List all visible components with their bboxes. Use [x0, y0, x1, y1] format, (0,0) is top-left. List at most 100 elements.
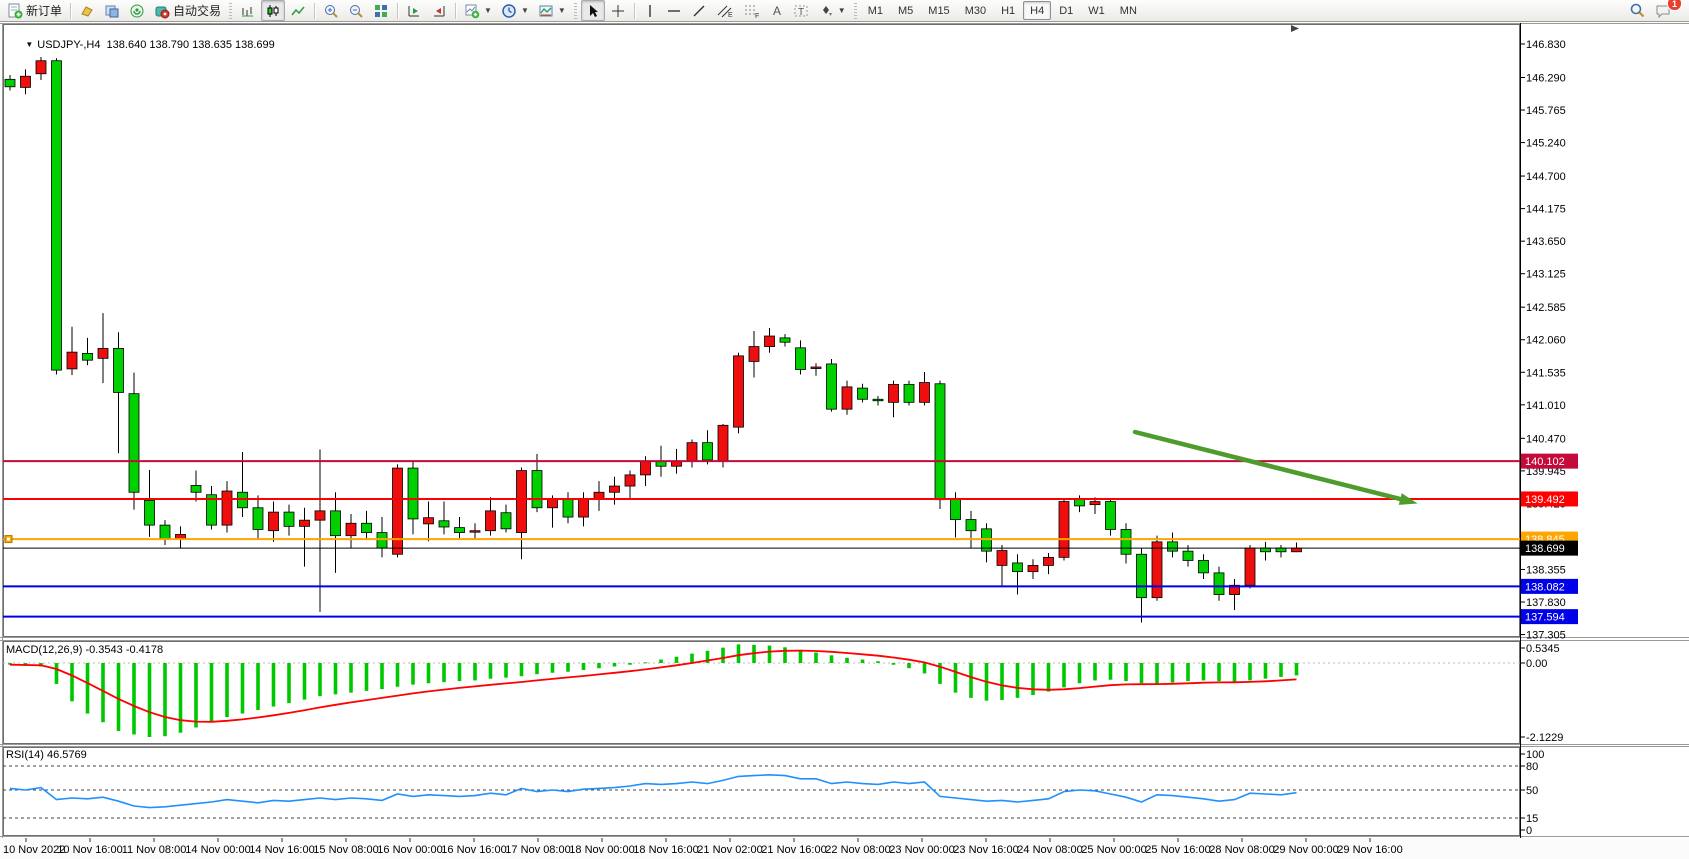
new-chart-icon — [465, 4, 480, 18]
vertical-line-icon — [649, 4, 651, 17]
horizontal-line-icon — [667, 9, 680, 12]
tab-timeframe-h4[interactable]: H4 — [1023, 1, 1052, 20]
svg-text:145.240: 145.240 — [1526, 138, 1566, 150]
svg-text:10 Nov 16:00: 10 Nov 16:00 — [57, 844, 122, 856]
tab-timeframe-m1[interactable]: M1 — [867, 4, 883, 17]
text-button[interactable]: A — [766, 0, 788, 21]
new-order-label: 新订单 — [26, 4, 63, 18]
svg-text:137.305: 137.305 — [1526, 630, 1566, 642]
periods-button[interactable]: ▼ — [497, 0, 533, 21]
svg-text:28 Nov 08:00: 28 Nov 08:00 — [1209, 844, 1274, 856]
svg-text:-2.1229: -2.1229 — [1526, 732, 1563, 744]
text-label-button[interactable]: T — [789, 0, 813, 21]
svg-text:16 Nov 16:00: 16 Nov 16:00 — [441, 844, 506, 856]
svg-text:14 Nov 00:00: 14 Nov 00:00 — [185, 844, 250, 856]
templates-button[interactable]: ▼ — [534, 0, 570, 21]
macd-pane — [3, 644, 1520, 738]
svg-text:144.700: 144.700 — [1526, 171, 1566, 183]
bar-chart-button[interactable] — [236, 0, 260, 21]
svg-text:A: A — [773, 4, 781, 18]
autotrade-icon — [155, 6, 170, 18]
svg-text:0.5345: 0.5345 — [1526, 643, 1560, 655]
tab-timeframe-w1[interactable]: W1 — [1088, 4, 1105, 17]
svg-text:146.290: 146.290 — [1526, 72, 1566, 84]
rsi-pane — [3, 765, 1520, 819]
crosshair-icon — [611, 4, 624, 17]
toolbar-separator — [455, 2, 457, 19]
zoom-in-button[interactable] — [319, 0, 343, 21]
data-window-icon — [105, 5, 119, 17]
clock-icon — [502, 3, 516, 18]
dropdown-caret: ▼ — [484, 6, 492, 15]
svg-text:25 Nov 16:00: 25 Nov 16:00 — [1145, 844, 1210, 856]
zoom-out-button[interactable] — [344, 0, 368, 21]
svg-text:80: 80 — [1526, 761, 1538, 773]
svg-text:142.585: 142.585 — [1526, 302, 1566, 314]
svg-text:29 Nov 00:00: 29 Nov 00:00 — [1273, 844, 1338, 856]
data-window-button[interactable] — [100, 0, 124, 21]
svg-text:21 Nov 02:00: 21 Nov 02:00 — [697, 844, 762, 856]
tab-timeframe-m30[interactable]: M30 — [964, 4, 987, 17]
macd-indicator-label: MACD(12,26,9) -0.3543 -0.4178 — [6, 644, 164, 656]
zoom-out-icon — [350, 4, 363, 18]
svg-text:138.699: 138.699 — [1525, 543, 1565, 555]
market-watch-button[interactable] — [75, 0, 99, 21]
tab-timeframe-h1[interactable]: H1 — [1001, 4, 1016, 17]
search-button[interactable] — [1625, 0, 1650, 21]
community-chat-button[interactable]: 1 — [1651, 0, 1682, 21]
chart-window[interactable]: 146.830 146.290 145.765 145.240 144.700 144.1… — [0, 22, 1689, 859]
new-chart-button[interactable]: ▼ — [460, 0, 496, 21]
cursor-button[interactable] — [580, 0, 605, 21]
svg-text:T: T — [798, 7, 804, 18]
svg-text:15 Nov 08:00: 15 Nov 08:00 — [313, 844, 378, 856]
shapes-icon — [822, 5, 832, 16]
horizontal-line-button[interactable] — [662, 0, 686, 21]
vertical-line-button[interactable] — [639, 0, 661, 21]
navigator-button[interactable] — [125, 0, 149, 21]
line-chart-button[interactable] — [286, 0, 310, 21]
svg-text:0: 0 — [1526, 825, 1532, 837]
cursor-icon — [589, 4, 598, 17]
svg-text:138.355: 138.355 — [1526, 564, 1566, 576]
candlestick-chart-button[interactable] — [261, 0, 286, 21]
text-label-icon: T — [794, 5, 808, 18]
channel-icon: E — [717, 5, 733, 19]
trend-arrow[interactable] — [1132, 429, 1418, 505]
channel-button[interactable]: E — [712, 0, 738, 21]
trendline-button[interactable] — [687, 0, 711, 21]
trendline-icon — [693, 5, 705, 16]
tab-timeframe-mn[interactable]: MN — [1119, 4, 1137, 17]
auto-scroll-button[interactable] — [427, 0, 451, 21]
dropdown-caret: ▼ — [520, 6, 529, 15]
macd-axis: 0.5345 0.00 -2.1229 — [1521, 643, 1563, 744]
search-icon — [1630, 3, 1645, 18]
chart-collapse-icon[interactable]: ▼ — [25, 40, 34, 49]
autotrade-button[interactable]: 自动交易 — [150, 0, 225, 21]
tile-windows-button[interactable] — [369, 0, 393, 21]
svg-text:21 Nov 16:00: 21 Nov 16:00 — [761, 844, 826, 856]
market-watch-icon — [81, 5, 93, 17]
svg-text:11 Nov 08:00: 11 Nov 08:00 — [122, 844, 187, 856]
arrows-button[interactable]: ▼ — [814, 0, 850, 21]
toolbar: 新订单 自动交易 — [0, 0, 1689, 22]
tab-timeframe-d1[interactable]: D1 — [1059, 4, 1074, 17]
autotrade-label: 自动交易 — [173, 4, 222, 18]
price-axis: 146.830 146.290 145.765 145.240 144.700 144.1… — [1521, 39, 1566, 642]
price-tags: 140.102139.492138.845138.699138.082137.5… — [1521, 453, 1578, 625]
tab-timeframe-m15[interactable]: M15 — [928, 4, 950, 17]
tab-timeframe-m5[interactable]: M5 — [898, 4, 914, 17]
auto-scroll-icon — [434, 5, 445, 16]
chart-svg[interactable]: 146.830 146.290 145.765 145.240 144.700 144.1… — [0, 22, 1689, 859]
notification-badge: 1 — [1667, 0, 1682, 11]
svg-text:18 Nov 16:00: 18 Nov 16:00 — [633, 844, 698, 856]
chart-shift-button[interactable] — [402, 0, 426, 21]
toolbar-grip — [229, 2, 233, 19]
crosshair-button[interactable] — [606, 0, 630, 21]
svg-text:14 Nov 16:00: 14 Nov 16:00 — [249, 844, 314, 856]
new-order-button[interactable]: 新订单 — [3, 0, 66, 21]
fibonacci-button[interactable]: F — [739, 0, 765, 21]
svg-text:23 Nov 00:00: 23 Nov 00:00 — [889, 844, 954, 856]
dropdown-caret: ▼ — [837, 6, 846, 15]
svg-text:140.470: 140.470 — [1526, 433, 1566, 445]
